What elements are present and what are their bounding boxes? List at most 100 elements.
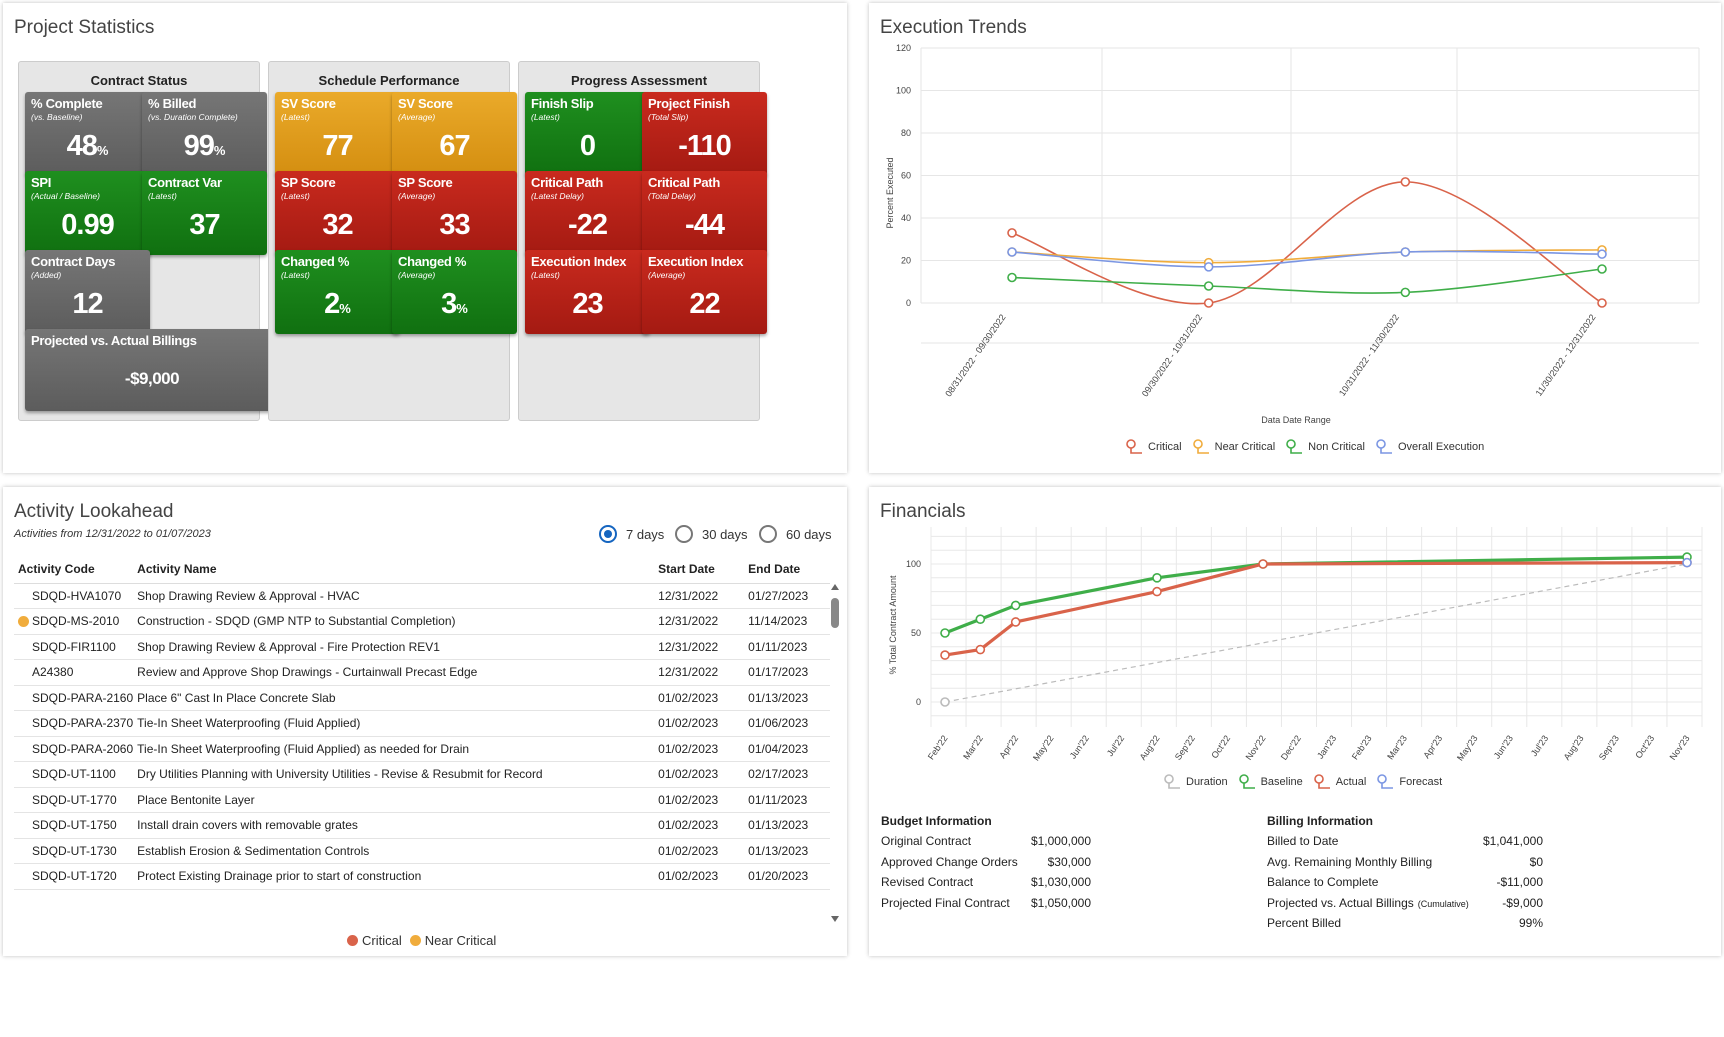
tile-label: SV Score: [281, 96, 336, 111]
scroll-up-arrow[interactable]: [831, 584, 839, 590]
activity-code-cell: SDQD-HVA1070: [14, 583, 134, 609]
stat-tile-changed[interactable]: Changed % (Average) 3%: [392, 250, 517, 334]
activity-code: SDQD-UT-1770: [32, 792, 117, 807]
tile-label: Execution Index: [531, 254, 627, 269]
tile-sublabel: (Average): [648, 270, 686, 280]
tile-label: Critical Path: [531, 175, 603, 190]
billing-label: Balance to Complete: [1267, 875, 1379, 889]
x-tick-label: Nov'22: [1244, 733, 1268, 761]
stat-tile-critical-path[interactable]: Critical Path (Total Delay) -44: [642, 171, 767, 255]
billing-label: Avg. Remaining Monthly Billing: [1267, 854, 1433, 869]
data-point: [1597, 298, 1607, 308]
data-point: [1152, 573, 1162, 583]
column-header[interactable]: Activity Code: [14, 555, 134, 584]
start-date-cell: 01/02/2023: [654, 761, 745, 788]
legend-item-near-critical[interactable]: Near Critical: [1192, 439, 1275, 455]
activity-code-cell: SDQD-PARA-2160: [14, 685, 134, 711]
column-header[interactable]: Activity Name: [133, 555, 655, 584]
legend-item-overall-execution[interactable]: Overall Execution: [1375, 439, 1484, 455]
tile-label: SV Score: [398, 96, 453, 111]
legend-item-forecast[interactable]: Forecast: [1376, 774, 1442, 790]
table-row[interactable]: SDQD-MS-2010 Construction - SDQD (GMP NTP…: [14, 608, 831, 635]
tile-label: Changed %: [281, 254, 350, 269]
table-row[interactable]: SDQD-UT-1450Install 4" Water Main01/02/2…: [14, 889, 831, 891]
radio-60-days[interactable]: 60 days: [759, 525, 832, 543]
billing-label-wrap: Percent Billed: [1267, 916, 1473, 937]
table-row[interactable]: SDQD-FIR1100 Shop Drawing Review & Approv…: [14, 634, 831, 660]
activity-name-cell: Install drain covers with removable grat…: [133, 812, 655, 839]
activity-name-cell: Dry Utilities Planning with University U…: [133, 761, 655, 788]
stat-tile-projected-vs-actual-billings[interactable]: Projected vs. Actual Billings -$9,000: [25, 329, 279, 411]
legend-dot-icon: [409, 935, 421, 946]
tile-value: -110: [642, 130, 767, 163]
table-row[interactable]: SDQD-PARA-2060 Tie-In Sheet Waterproofing…: [14, 736, 831, 762]
x-tick-label: Oct'23: [1633, 733, 1656, 760]
tile-value-number: -110: [678, 130, 731, 162]
start-date-cell: 01/02/2023: [654, 787, 745, 813]
radio-30-days[interactable]: 30 days: [675, 525, 748, 543]
table-row[interactable]: SDQD-UT-1750 Install drain covers with re…: [14, 812, 831, 839]
tile-value-number: 2: [324, 288, 340, 320]
table-row[interactable]: SDQD-UT-1770 Place Bentonite Layer 01/02/2…: [14, 787, 831, 813]
stat-tile-changed[interactable]: Changed % (Latest) 2%: [275, 250, 400, 334]
activity-code: SDQD-UT-1750: [32, 818, 117, 833]
legend-item-duration[interactable]: Duration: [1163, 774, 1228, 790]
activity-code: SDQD-HVA1070: [32, 588, 122, 603]
legend-item-actual[interactable]: Actual: [1313, 774, 1366, 790]
x-tick-label: Nov'23: [1668, 733, 1692, 761]
scroll-down-arrow[interactable]: [831, 916, 839, 922]
legend-label: Overall Execution: [1398, 441, 1485, 453]
stat-tile-critical-path[interactable]: Critical Path (Latest Delay) -22: [525, 171, 650, 255]
stat-tile-sp-score[interactable]: SP Score (Average) 33: [392, 171, 517, 255]
table-row[interactable]: SDQD-PARA-2160 Place 6" Cast In Place Con…: [14, 685, 831, 711]
stat-tile-contract-days[interactable]: Contract Days (Added) 12: [25, 250, 150, 334]
stat-tile-sv-score[interactable]: SV Score (Average) 67: [392, 92, 517, 176]
scroll-thumb[interactable]: [831, 598, 839, 628]
legend-item-non-critical[interactable]: Non Critical: [1285, 439, 1365, 455]
stat-tile-execution-index[interactable]: Execution Index (Average) 22: [642, 250, 767, 334]
budget-value: $30,000: [1047, 854, 1091, 869]
tile-value-unit: %: [456, 301, 468, 316]
table-row[interactable]: SDQD-UT-1100 Dry Utilities Planning with …: [14, 761, 831, 788]
billing-information: Billing Information Billed to Date $1,041…: [1267, 814, 1543, 937]
stat-tile-contract-var[interactable]: Contract Var (Latest) 37: [142, 171, 267, 255]
activity-lookahead-panel: Activity Lookahead Activities from 12/31…: [3, 487, 847, 956]
legend-item-baseline[interactable]: Baseline: [1238, 774, 1303, 790]
tile-sublabel: (Latest): [148, 191, 177, 201]
table-row[interactable]: SDQD-UT-1720 Protect Existing Drainage pr…: [14, 863, 831, 890]
x-tick-label: Jun'22: [1068, 733, 1091, 760]
table-row[interactable]: SDQD-UT-1730 Establish Erosion & Sediment…: [14, 838, 831, 864]
table-row[interactable]: A24380 Review and Approve Shop Drawings -…: [14, 659, 831, 686]
stat-tile-spi[interactable]: SPI (Actual / Baseline) 0.99: [25, 171, 150, 255]
radio-7-days[interactable]: 7 days: [599, 525, 664, 543]
data-point: [975, 614, 986, 624]
stat-tile-billed[interactable]: % Billed (vs. Duration Complete) 99%: [142, 92, 267, 176]
stat-tile-sv-score[interactable]: SV Score (Latest) 77: [275, 92, 400, 176]
y-tick-label: 50: [911, 628, 921, 638]
data-point: [1007, 247, 1017, 257]
table-scrollbar[interactable]: [830, 584, 840, 924]
stat-tile-finish-slip[interactable]: Finish Slip (Latest) 0: [525, 92, 650, 176]
activity-name-cell: Protect Existing Drainage prior to start…: [133, 863, 655, 890]
column-header[interactable]: End Date: [744, 555, 831, 584]
stat-tile-complete[interactable]: % Complete (vs. Baseline) 48%: [25, 92, 150, 176]
table-row[interactable]: SDQD-PARA-2370 Tie-In Sheet Waterproofing…: [14, 710, 831, 737]
tile-sublabel: (Latest): [281, 270, 310, 280]
billing-row: Balance to Complete -$11,000: [1267, 875, 1543, 896]
billing-note: (Cumulative): [1417, 898, 1469, 909]
x-tick-label: May'22: [1031, 733, 1056, 762]
column-header[interactable]: Start Date: [654, 555, 745, 584]
series-line-critical: [1011, 181, 1603, 305]
stat-tile-sp-score[interactable]: SP Score (Latest) 32: [275, 171, 400, 255]
x-tick-label: Jan'23: [1315, 733, 1338, 760]
end-date-cell: 01/04/2023: [744, 736, 831, 762]
project-statistics-panel: Project Statistics Contract Status % Comp…: [3, 3, 847, 473]
y-tick-label: 20: [901, 256, 911, 266]
stat-tile-execution-index[interactable]: Execution Index (Latest) 23: [525, 250, 650, 334]
x-tick-label: Apr'22: [997, 733, 1020, 760]
table-row[interactable]: SDQD-HVA1070 Shop Drawing Review & Approv…: [14, 583, 831, 609]
legend-item-critical[interactable]: Critical: [1125, 439, 1182, 455]
stat-tile-project-finish[interactable]: Project Finish (Total Slip) -110: [642, 92, 767, 176]
x-tick-label: Feb'22: [926, 733, 950, 761]
tile-label: Changed %: [398, 254, 467, 269]
